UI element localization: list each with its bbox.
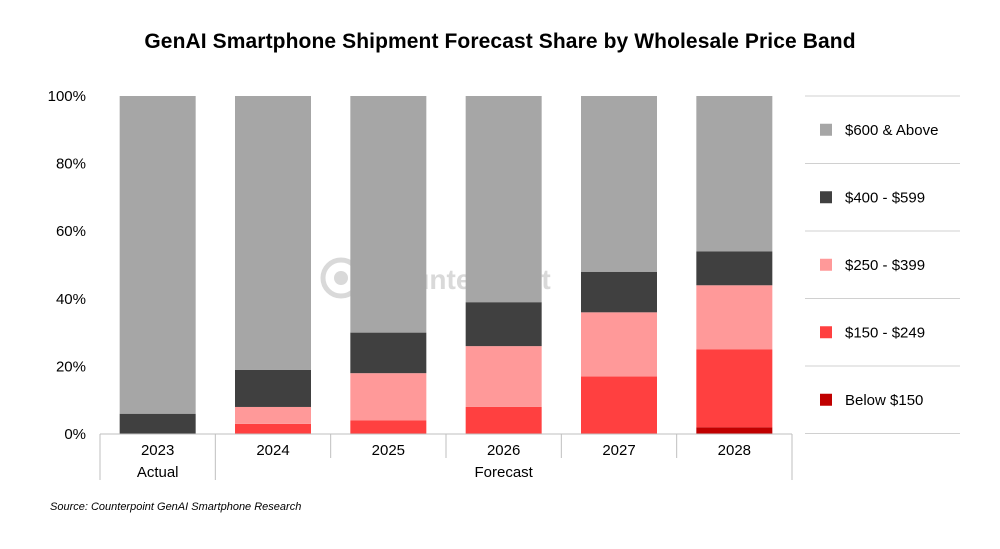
- y-tick-label: 20%: [56, 358, 86, 375]
- x-tick-label: 2023: [141, 442, 174, 459]
- bar-segment: [119, 96, 196, 414]
- y-tick-label: 60%: [56, 223, 86, 240]
- source-note: Source: Counterpoint GenAI Smartphone Re…: [50, 501, 302, 513]
- bar-segment: [465, 346, 542, 407]
- bar-segment: [119, 413, 196, 434]
- bar-segment: [235, 96, 311, 370]
- bar-segment: [696, 285, 773, 350]
- y-tick-label: 40%: [56, 291, 86, 308]
- y-tick-label: 100%: [48, 88, 86, 105]
- bar-segment: [581, 96, 657, 272]
- y-tick-label: 0%: [64, 426, 86, 443]
- legend-label: $600 & Above: [845, 122, 938, 139]
- x-tick-label: 2026: [487, 442, 520, 459]
- bar-segment: [696, 427, 773, 434]
- legend-label: Below $150: [845, 392, 923, 409]
- x-tick-label: 2025: [372, 442, 405, 459]
- bar-segment: [235, 369, 311, 407]
- x-tick-label: 2027: [602, 442, 635, 459]
- bar-segment: [465, 96, 542, 303]
- bar-segment: [350, 373, 427, 421]
- legend-label: $400 - $599: [845, 189, 925, 206]
- legend-swatch: [820, 123, 832, 136]
- x-tick-label: 2028: [718, 442, 751, 459]
- bar-segment: [465, 302, 542, 347]
- x-axis: 2023 2024 2025 2026 2027 2028 Actual Forecast: [99, 433, 793, 481]
- bar-segment: [350, 96, 427, 333]
- x-group-label: Actual: [137, 464, 179, 481]
- y-tick-label: 80%: [56, 156, 86, 173]
- bar-segment: [696, 251, 773, 286]
- bar-segment: [235, 423, 311, 434]
- bar-segment: [696, 349, 773, 428]
- bar-segment: [581, 271, 657, 313]
- legend-swatch: [820, 393, 832, 406]
- x-tick-label: 2024: [256, 442, 289, 459]
- legend-swatch: [820, 191, 832, 204]
- legend: $600 & Above $400 - $599 $250 - $399 $150 -…: [805, 95, 960, 434]
- bar-segment: [465, 406, 542, 434]
- x-group-label: Forecast: [474, 464, 533, 481]
- legend-swatch: [820, 326, 832, 339]
- watermark-logo-dot-icon: [334, 271, 348, 285]
- bar-segment: [696, 96, 773, 252]
- bars: [119, 96, 773, 434]
- legend-label: $150 - $249: [845, 324, 925, 341]
- bar-segment: [581, 312, 657, 377]
- legend-swatch: [820, 258, 832, 271]
- y-axis: 0% 20% 40% 60% 80% 100%: [48, 88, 86, 443]
- bar-segment: [581, 376, 657, 434]
- bar-segment: [350, 420, 427, 434]
- chart-title: GenAI Smartphone Shipment Forecast Share…: [144, 30, 856, 53]
- bar-segment: [235, 406, 311, 424]
- legend-label: $250 - $399: [845, 257, 925, 274]
- bar-segment: [350, 332, 427, 374]
